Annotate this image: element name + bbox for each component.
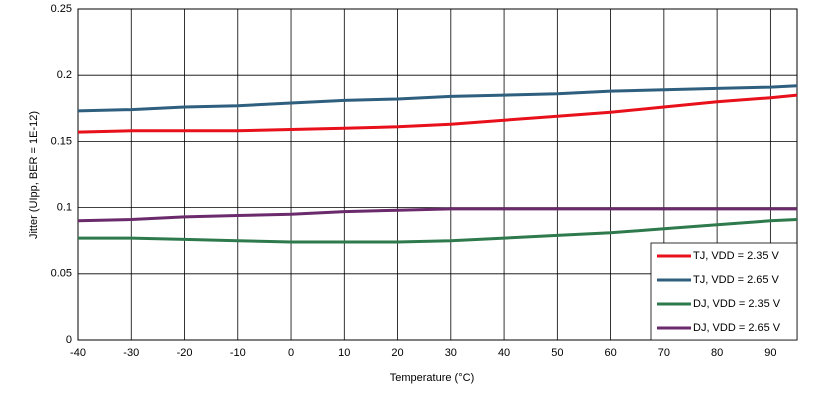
x-tick-label: 90 — [764, 347, 776, 359]
y-tick-label: 0.15 — [51, 135, 72, 147]
x-tick-label: -10 — [230, 347, 246, 359]
x-tick-label: 0 — [288, 347, 294, 359]
series-line — [77, 93, 798, 134]
y-tick-label: 0 — [66, 334, 72, 346]
y-tick-label: 0.05 — [51, 268, 72, 280]
x-tick-label: -30 — [123, 347, 139, 359]
x-tick-label: 70 — [658, 347, 670, 359]
x-tick-label: -40 — [70, 347, 86, 359]
x-tick-label: 30 — [445, 347, 457, 359]
legend-box — [650, 242, 798, 341]
x-tick-label: 20 — [391, 347, 403, 359]
legend-label: TJ, VDD = 2.35 V — [693, 250, 780, 262]
x-tick-label: 80 — [711, 347, 723, 359]
x-tick-label: -20 — [177, 347, 193, 359]
y-tick-label: 0.2 — [57, 69, 72, 81]
x-tick-label: 10 — [338, 347, 350, 359]
series-line — [77, 207, 797, 223]
y-tick-label: 0.1 — [57, 202, 72, 214]
legend-label: DJ, VDD = 2.65 V — [693, 322, 781, 334]
legend-label: TJ, VDD = 2.65 V — [693, 274, 780, 286]
x-tick-label: 40 — [498, 347, 510, 359]
y-axis-label: Jitter (UIpp, BER = 1E-12) — [28, 111, 40, 239]
x-tick-label: 50 — [551, 347, 563, 359]
x-tick-label: 60 — [604, 347, 616, 359]
plot-border — [77, 8, 798, 341]
x-axis-label: Temperature (°C) — [390, 372, 474, 384]
legend-label: DJ, VDD = 2.35 V — [693, 298, 781, 310]
series-line — [78, 218, 798, 244]
series-line — [77, 84, 798, 113]
y-tick-label: 0.25 — [51, 3, 72, 15]
